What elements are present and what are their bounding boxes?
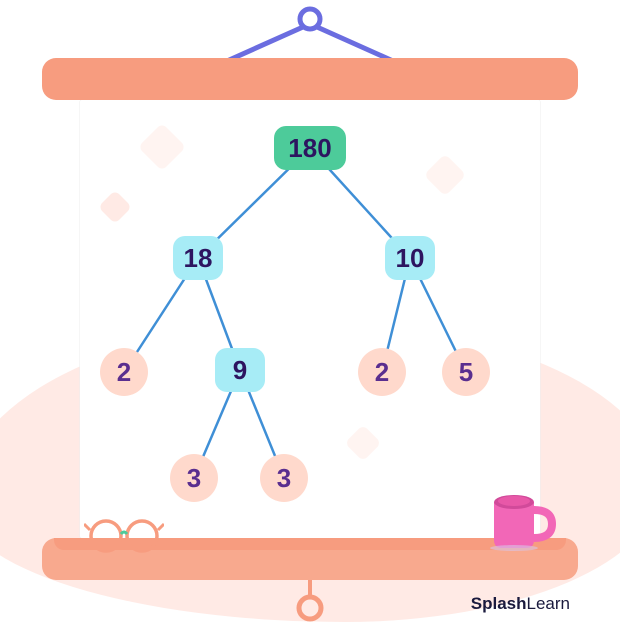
tree-node-2: 2: [100, 348, 148, 396]
board-top-frame: [42, 58, 578, 100]
tree-node-3: 3: [260, 454, 308, 502]
tree-node-2: 2: [358, 348, 406, 396]
tree-node-10: 10: [385, 236, 435, 280]
brand-logo: SplashLearn: [471, 594, 570, 614]
glasses-icon: [84, 518, 164, 554]
tree-node-9: 9: [215, 348, 265, 392]
tree-node-180: 180: [274, 126, 346, 170]
brand-text-light: Learn: [527, 594, 570, 613]
tree-node-5: 5: [442, 348, 490, 396]
mug-icon: [486, 488, 556, 552]
tree-node-18: 18: [173, 236, 223, 280]
brand-text-bold: Splash: [471, 594, 527, 613]
tree-node-3: 3: [170, 454, 218, 502]
pull-ring-icon: [290, 580, 330, 630]
